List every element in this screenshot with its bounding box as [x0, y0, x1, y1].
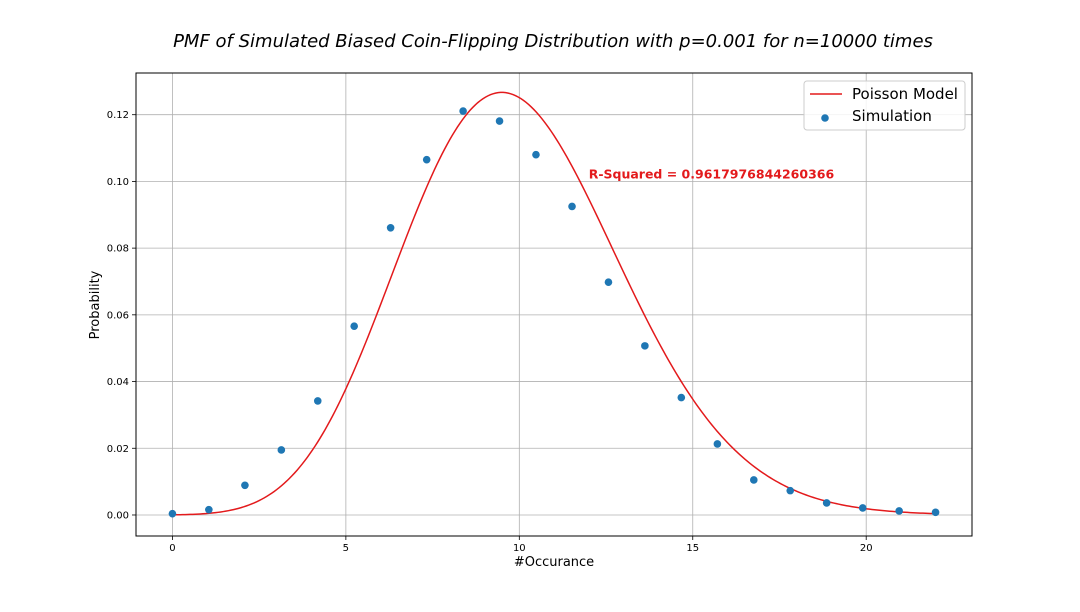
simulation-point — [168, 509, 177, 518]
simulation-point — [277, 446, 286, 454]
legend: Poisson Model Simulation — [803, 80, 966, 131]
simulation-point — [459, 107, 467, 115]
x-tick-label: 20 — [860, 543, 873, 554]
simulation-point — [532, 150, 540, 159]
simulation-point — [822, 499, 831, 507]
legend-label-poisson: Poisson Model — [852, 85, 958, 103]
simulation-point — [350, 322, 358, 330]
y-tick-label: 0.04 — [107, 377, 129, 388]
y-tick-label: 0.00 — [107, 510, 129, 521]
x-tick-label: 15 — [686, 543, 699, 554]
x-tick-label: 5 — [343, 543, 349, 554]
plot-frame — [135, 72, 973, 537]
r-squared-annotation: R-Squared = 0.9617976844260366 — [589, 167, 835, 182]
simulation-point — [241, 481, 249, 490]
chart-title: PMF of Simulated Biased Coin-Flipping Di… — [173, 31, 933, 52]
y-tick-label: 0.08 — [107, 244, 129, 255]
simulation-point — [858, 504, 867, 512]
poisson-model-line — [172, 91, 936, 516]
simulation-point — [568, 202, 576, 211]
series-lines — [172, 91, 936, 516]
legend-label-simulation: Simulation — [852, 107, 932, 125]
simulation-point — [422, 155, 431, 164]
legend-box — [803, 80, 966, 131]
legend-swatch-simulation — [821, 114, 829, 122]
simulation-point — [931, 508, 940, 517]
y-tick-label: 0.02 — [107, 444, 129, 455]
x-axis-label: #Occurance — [514, 555, 594, 570]
y-ticks: 0.00 0.02 0.04 0.06 0.08 0.10 0.12 — [107, 110, 136, 521]
x-tick-label: 10 — [513, 543, 526, 554]
simulation-point — [313, 397, 322, 405]
y-axis-label: Probability — [88, 270, 103, 339]
simulation-point — [677, 393, 686, 402]
simulation-point — [713, 440, 722, 448]
simulation-point — [386, 223, 395, 232]
y-tick-label: 0.06 — [107, 310, 129, 321]
simulation-point — [205, 505, 213, 514]
y-tick-label: 0.10 — [107, 177, 129, 188]
simulation-point — [495, 117, 504, 125]
series-points — [168, 107, 940, 518]
simulation-point — [641, 342, 649, 350]
simulation-point — [604, 278, 613, 286]
simulation-point — [895, 507, 903, 515]
x-tick-label: 0 — [169, 543, 175, 554]
x-ticks: 0 5 10 15 20 — [169, 536, 873, 554]
simulation-point — [786, 486, 795, 495]
y-tick-label: 0.12 — [107, 110, 129, 121]
grid — [136, 73, 972, 536]
simulation-point — [750, 476, 758, 484]
